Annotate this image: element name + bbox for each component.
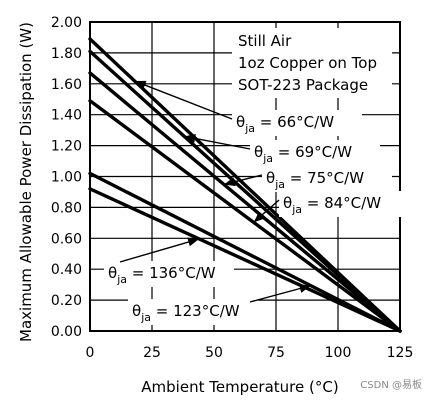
- plot-border: [89, 21, 401, 332]
- arrowhead: [298, 284, 311, 293]
- x-tick-label: 50: [205, 345, 223, 361]
- y-tick-labels: 0.00 0.20 0.40 0.60 0.80 1.00 1.20 1.40 1.60 1.80…: [51, 15, 82, 340]
- label-background: [128, 299, 258, 325]
- series-value: = 69°C/W: [273, 143, 352, 161]
- leader-line: [119, 238, 200, 263]
- x-tick-label: 0: [86, 345, 95, 361]
- series-line: [88, 171, 402, 333]
- note-line-2: 1oz Copper on Top: [238, 54, 377, 72]
- y-tick-label: 0.00: [51, 324, 82, 340]
- series-label: θja = 75°C/W: [266, 169, 364, 191]
- series-value: = 66°C/W: [255, 113, 334, 131]
- series-value: = 123°C/W: [151, 302, 240, 320]
- subscript-ja: ja: [244, 122, 255, 135]
- theta-symbol: θ: [266, 169, 275, 187]
- series-label: θja = 69°C/W: [254, 143, 352, 165]
- leader-line: [184, 135, 251, 150]
- series-line: [88, 49, 402, 333]
- label-background: [262, 166, 392, 192]
- y-tick-label: 1.00: [51, 170, 82, 186]
- subscript-ja: ja: [262, 152, 273, 165]
- plot-frame: [89, 21, 401, 332]
- note-line-3: SOT-223 Package: [238, 76, 368, 94]
- series-lines: [88, 37, 402, 333]
- subscript-ja: ja: [116, 273, 127, 286]
- series-label: θja = 123°C/W: [132, 302, 240, 324]
- y-tick-label: 0.80: [51, 200, 82, 216]
- arrowhead: [134, 80, 147, 90]
- note-background: [232, 28, 392, 98]
- series-annotation: θja = 66°C/W: [134, 80, 362, 136]
- series-value: = 84°C/W: [302, 194, 381, 212]
- series-line: [88, 71, 402, 333]
- x-tick-label: 125: [387, 345, 414, 361]
- label-background: [104, 261, 234, 287]
- theta-symbol: θ: [254, 143, 263, 161]
- series-annotation: θja = 123°C/W: [128, 284, 311, 325]
- y-tick-label: 0.60: [51, 231, 82, 247]
- x-tick-labels: 0 25 50 75 100 125: [86, 345, 414, 361]
- series-line: [88, 99, 402, 333]
- x-tick-label: 100: [325, 345, 352, 361]
- series-annotation: θja = 84°C/W: [253, 191, 409, 223]
- note-line-1: Still Air: [238, 32, 292, 50]
- y-tick-label: 0.20: [51, 293, 82, 309]
- x-tick-label: 25: [143, 345, 161, 361]
- series-label: θja = 66°C/W: [236, 113, 334, 135]
- subscript-ja: ja: [291, 203, 302, 216]
- subscript-ja: ja: [140, 311, 151, 324]
- y-tick-label: 1.20: [51, 139, 82, 155]
- y-tick-label: 0.40: [51, 262, 82, 278]
- y-tick-label: 1.40: [51, 108, 82, 124]
- label-background: [279, 191, 409, 217]
- arrowhead: [187, 237, 200, 247]
- theta-symbol: θ: [108, 264, 117, 282]
- series-value: = 75°C/W: [285, 169, 364, 187]
- theta-symbol: θ: [132, 302, 141, 320]
- watermark: CSDN @易板: [360, 378, 422, 391]
- series-annotation: θja = 69°C/W: [184, 134, 380, 166]
- theta-symbol: θ: [236, 113, 245, 131]
- series-annotation: θja = 75°C/W: [223, 166, 392, 192]
- label-background: [232, 110, 362, 136]
- series-line: [88, 187, 402, 333]
- x-axis-label: Ambient Temperature (°C): [141, 378, 338, 396]
- theta-symbol: θ: [283, 194, 292, 212]
- arrowhead: [223, 177, 236, 187]
- arrowhead: [253, 211, 265, 223]
- series-value: = 136°C/W: [127, 264, 216, 282]
- leader-line: [134, 80, 233, 120]
- conditions-note: Still Air 1oz Copper on Top SOT-223 Pack…: [238, 32, 377, 94]
- y-tick-label: 1.80: [51, 46, 82, 62]
- label-background: [250, 140, 380, 166]
- series-label: θja = 136°C/W: [108, 264, 216, 286]
- y-tick-label: 1.60: [51, 77, 82, 93]
- y-tick-label: 2.00: [51, 15, 82, 31]
- subscript-ja: ja: [274, 178, 285, 191]
- series-label: θja = 84°C/W: [283, 194, 381, 216]
- arrowhead: [184, 134, 196, 143]
- y-axis-label: Maximum Allowable Power Dissipation (W): [17, 22, 35, 342]
- x-tick-label: 75: [267, 345, 285, 361]
- series-annotation: θja = 136°C/W: [104, 237, 234, 287]
